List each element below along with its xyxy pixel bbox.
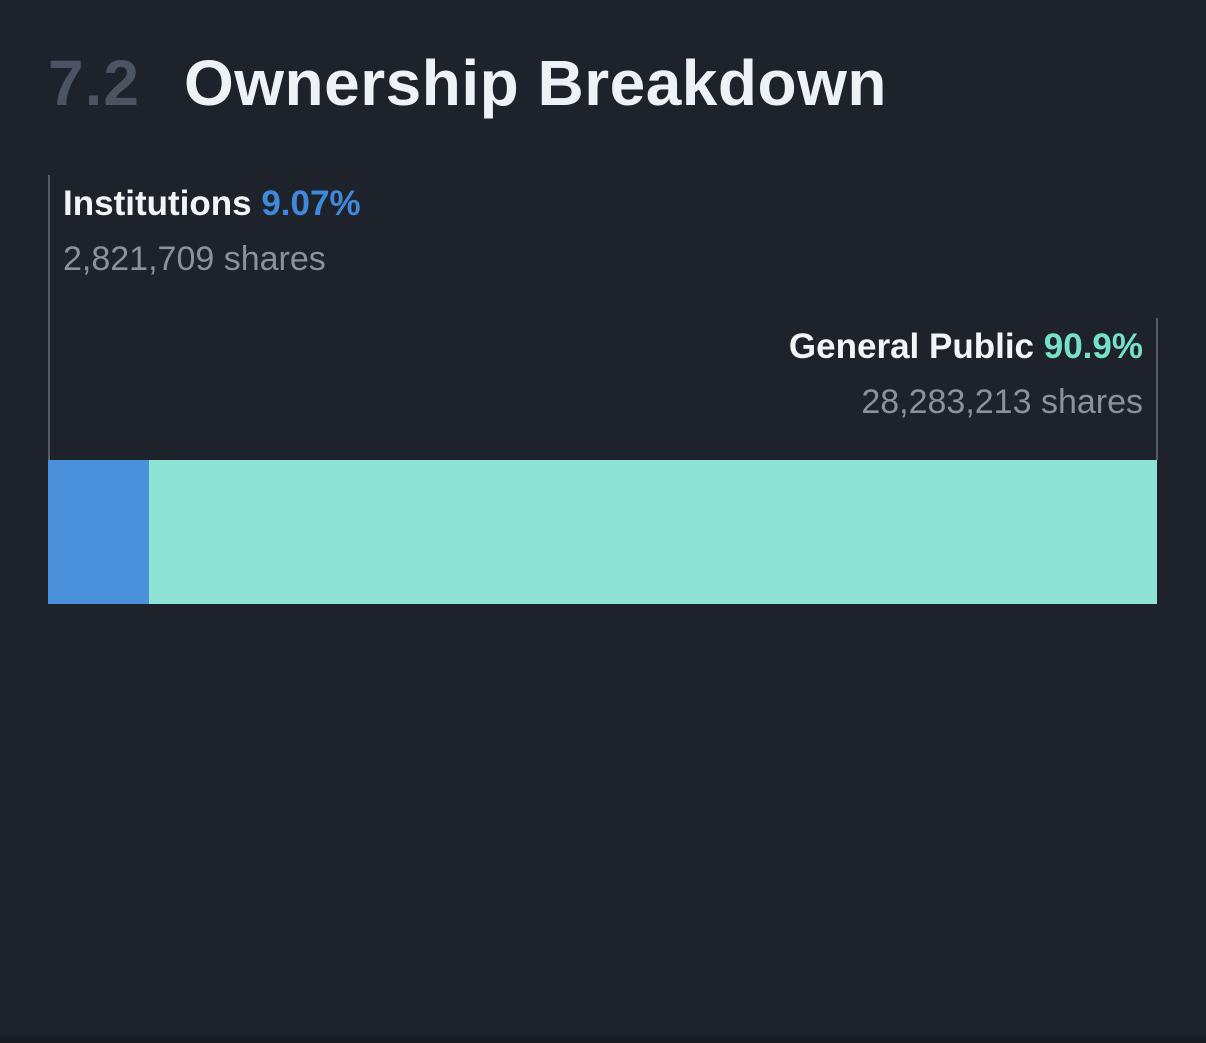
institutions-shares: 2,821,709 shares (63, 240, 326, 279)
general-public-name: General Public (788, 327, 1035, 366)
general-public-callout: General Public 90.9% 28,283,213 shares (789, 318, 1158, 460)
institutions-name: Institutions (63, 184, 252, 223)
general-public-shares: 28,283,213 shares (861, 383, 1143, 422)
page-title: Ownership Breakdown (183, 47, 887, 119)
section-number: 7.2 (48, 47, 140, 119)
institutions-percent: 9.07% (261, 184, 361, 223)
institutions-label-line: Institutions 9.07% (63, 180, 361, 227)
bar-segment-institutions[interactable] (48, 460, 149, 604)
general-public-label-line: General Public 90.9% (789, 323, 1143, 370)
bar-segment-general-public[interactable] (148, 460, 1157, 604)
institutions-callout: Institutions 9.07% 2,821,709 shares (48, 175, 361, 460)
bottom-edge-divider (0, 1037, 1206, 1043)
section-header: 7.2 Ownership Breakdown (48, 47, 887, 119)
ownership-stacked-bar (48, 460, 1157, 604)
general-public-percent: 90.9% (1043, 327, 1143, 366)
